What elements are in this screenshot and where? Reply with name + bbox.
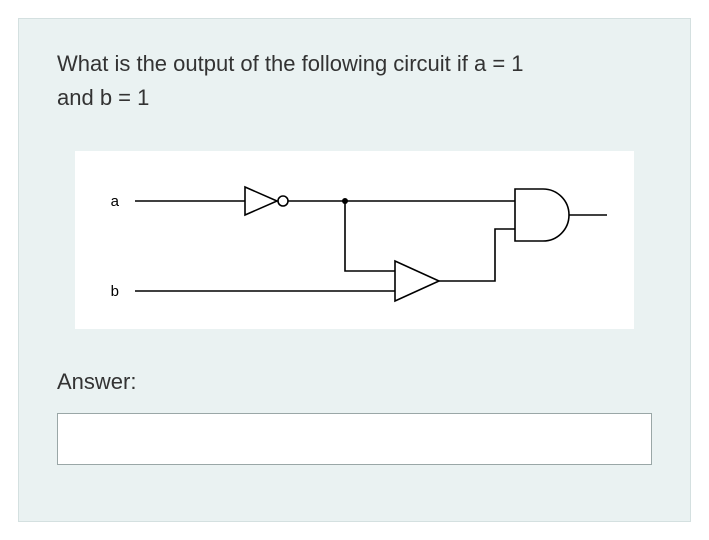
buffer-gate [395, 261, 439, 301]
wire-buffer-to-and [439, 229, 515, 281]
question-card: What is the output of the following circ… [18, 18, 691, 522]
input-label-b: b [111, 283, 119, 300]
circuit-diagram: a b [75, 151, 634, 329]
question-line-2: and b = 1 [57, 85, 149, 110]
question-text: What is the output of the following circ… [57, 47, 652, 115]
and-gate [515, 189, 569, 241]
wire-drop-to-buffer [345, 201, 395, 271]
input-label-a: a [111, 193, 120, 210]
not-gate [245, 187, 288, 215]
answer-input[interactable] [57, 413, 652, 465]
circuit-svg: a b [95, 165, 615, 315]
answer-label: Answer: [57, 369, 652, 395]
question-line-1: What is the output of the following circ… [57, 51, 524, 76]
